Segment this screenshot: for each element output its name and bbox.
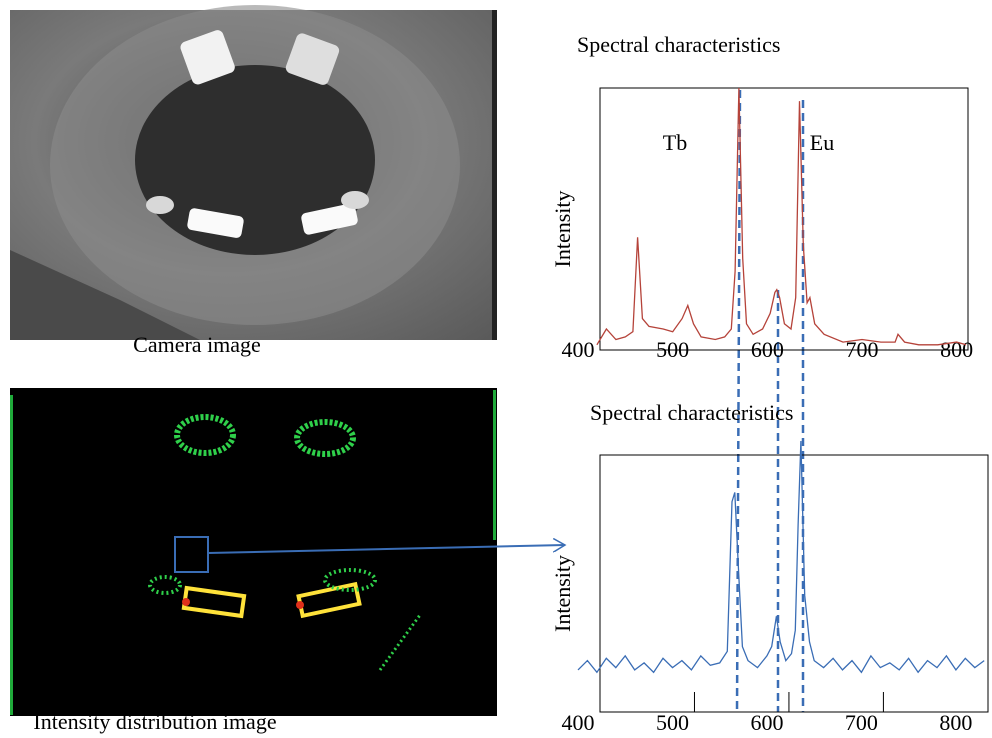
x-tick-label: 500: [656, 710, 689, 735]
intensity-image: [10, 388, 565, 716]
chart-title: Spectral characteristics: [590, 400, 793, 425]
y-axis-label: Intensity: [550, 191, 575, 268]
chart-title: Spectral characteristics: [577, 32, 780, 57]
x-tick-label: 400: [562, 710, 595, 735]
plot-frame: [599, 87, 969, 351]
x-tick-label: 400: [562, 337, 595, 362]
x-tick-label: 600: [750, 710, 783, 735]
x-tick-label: 800: [939, 710, 972, 735]
peak-connectors: [735, 89, 805, 713]
x-tick-label: 800: [940, 337, 973, 362]
y-axis-label: Intensity: [550, 555, 575, 632]
x-tick-label: 600: [751, 337, 784, 362]
x-tick-label: 700: [845, 710, 878, 735]
peak-annotation: Tb: [663, 130, 687, 155]
x-tick-label: 500: [656, 337, 689, 362]
image-caption: Camera image: [133, 332, 261, 357]
spectrum-line: [596, 87, 967, 346]
image-caption: Intensity distribution image: [33, 709, 276, 734]
peak-annotation: Eu: [810, 130, 834, 155]
camera-image: [10, 5, 497, 340]
plot-frame: [599, 454, 989, 713]
spectrum-line: [577, 440, 985, 674]
